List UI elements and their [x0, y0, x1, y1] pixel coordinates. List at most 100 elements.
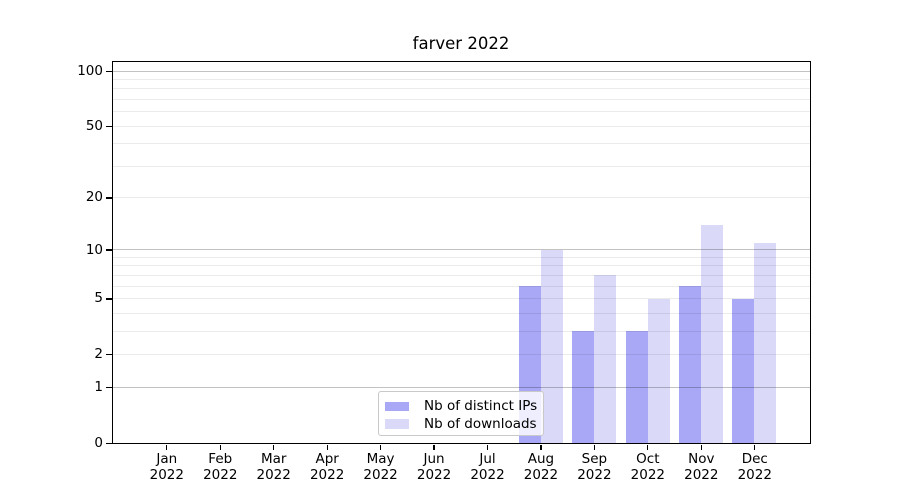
x-tick-label: Jan 2022 — [122, 451, 212, 484]
grid-line-minor — [113, 265, 810, 267]
x-tick-label: Mar 2022 — [229, 451, 319, 484]
grid-layer — [113, 62, 810, 443]
bar-downloads — [647, 298, 670, 443]
x-tick-label: Sep 2022 — [549, 451, 639, 484]
grid-line-minor — [113, 312, 810, 314]
x-tick-label-month: Mar — [260, 450, 287, 467]
x-tick-label: Nov 2022 — [656, 451, 746, 484]
x-tick-label-year: 2022 — [256, 467, 291, 483]
x-tick-label: Aug 2022 — [496, 451, 586, 484]
x-tick-label-year: 2022 — [309, 467, 345, 483]
x-tick-label-month: Aug — [527, 450, 555, 467]
chart-title: farver 2022 — [412, 34, 510, 53]
grid-line-minor — [113, 125, 810, 127]
plot-area — [112, 61, 811, 444]
y-tick-label: 100 — [77, 62, 103, 79]
x-tick-mark — [754, 444, 756, 450]
x-tick-label-month: Oct — [636, 450, 660, 467]
y-tick-mark — [106, 197, 113, 199]
bar-downloads — [701, 224, 723, 443]
y-tick-label: 20 — [85, 189, 103, 206]
legend-label: Nb of distinct IPs — [424, 398, 538, 415]
x-tick-mark — [219, 444, 221, 450]
x-tick-mark — [166, 444, 168, 450]
y-tick-label: 1 — [94, 378, 103, 395]
y-tick-mark — [106, 386, 113, 389]
x-tick-label-month: Nov — [688, 450, 715, 467]
bar-downloads — [754, 242, 777, 443]
y-tick-mark — [106, 298, 113, 300]
grid-line-minor — [113, 285, 810, 287]
bar-downloads — [540, 249, 563, 443]
grid-line-minor — [113, 298, 810, 300]
x-tick-mark — [326, 444, 328, 450]
bar-distinct-ips — [732, 298, 755, 443]
x-tick-mark — [273, 444, 275, 450]
grid-line-major — [113, 70, 810, 72]
x-tick-mark — [593, 444, 596, 450]
legend-entry: Nb of downloads — [385, 415, 543, 433]
x-tick-label-month: Jan — [156, 450, 178, 467]
y-tick-mark — [106, 125, 113, 128]
x-tick-label: Feb 2022 — [175, 451, 265, 484]
x-tick-mark — [379, 444, 382, 450]
x-tick-label: Oct 2022 — [603, 451, 693, 484]
x-tick-label-month: Sep — [581, 450, 608, 467]
x-tick-mark — [540, 444, 542, 450]
y-tick-label: 50 — [85, 117, 103, 134]
grid-line-minor — [113, 274, 810, 276]
x-tick-label-year: 2022 — [523, 467, 559, 483]
x-tick-label-month: Dec — [741, 450, 768, 467]
grid-line-minor — [113, 111, 810, 113]
x-tick-label-year: 2022 — [577, 467, 612, 483]
y-tick-label: 5 — [94, 290, 103, 307]
y-tick-mark — [106, 70, 113, 72]
legend-label: Nb of downloads — [424, 415, 537, 432]
x-tick-label: Dec 2022 — [710, 451, 800, 484]
grid-line-minor — [113, 330, 810, 332]
grid-line-major — [113, 386, 810, 388]
x-tick-label-year: 2022 — [416, 467, 452, 483]
x-tick-label-year: 2022 — [684, 467, 719, 483]
grid-line-minor — [113, 98, 810, 100]
grid-line-minor — [113, 78, 810, 80]
x-tick-label-year: 2022 — [363, 467, 398, 483]
bar-distinct-ips — [572, 331, 595, 443]
y-tick-mark — [106, 442, 113, 444]
x-tick-label-year: 2022 — [630, 467, 666, 483]
x-tick-label: Jun 2022 — [389, 451, 479, 484]
grid-line-minor — [113, 353, 810, 355]
y-tick-label: 0 — [94, 434, 103, 451]
bar-distinct-ips — [679, 286, 701, 443]
y-tick-mark — [106, 249, 113, 251]
grid-line-minor — [113, 197, 810, 199]
legend-entry: Nb of distinct IPs — [385, 398, 543, 416]
x-tick-label-month: Jun — [423, 450, 445, 467]
x-tick-label-year: 2022 — [203, 467, 238, 483]
y-tick-label: 2 — [94, 346, 103, 363]
legend: Nb of distinct IPs Nb of downloads — [378, 391, 544, 436]
legend-swatch — [385, 419, 409, 429]
y-tick-mark — [106, 354, 113, 356]
legend-swatch — [385, 401, 409, 411]
x-tick-label: Jul 2022 — [443, 451, 533, 484]
bar-distinct-ips — [625, 331, 648, 443]
x-tick-label-year: 2022 — [470, 467, 505, 483]
bar-downloads — [594, 275, 617, 443]
x-tick-mark — [486, 444, 489, 450]
grid-line-minor — [113, 256, 810, 258]
x-tick-label-month: May — [366, 450, 395, 467]
x-tick-label-year: 2022 — [149, 467, 184, 483]
grid-line-minor — [113, 88, 810, 90]
grid-line-major — [113, 249, 810, 251]
x-tick-mark — [647, 444, 649, 450]
x-tick-mark — [700, 444, 702, 450]
x-tick-label-month: Apr — [315, 450, 339, 467]
x-tick-label: Apr 2022 — [282, 451, 372, 484]
x-tick-label: May 2022 — [336, 451, 426, 484]
x-tick-label-month: Jul — [479, 450, 496, 467]
x-tick-label-month: Feb — [208, 450, 233, 467]
bars-layer — [113, 62, 810, 443]
grid-line-minor — [113, 143, 810, 145]
